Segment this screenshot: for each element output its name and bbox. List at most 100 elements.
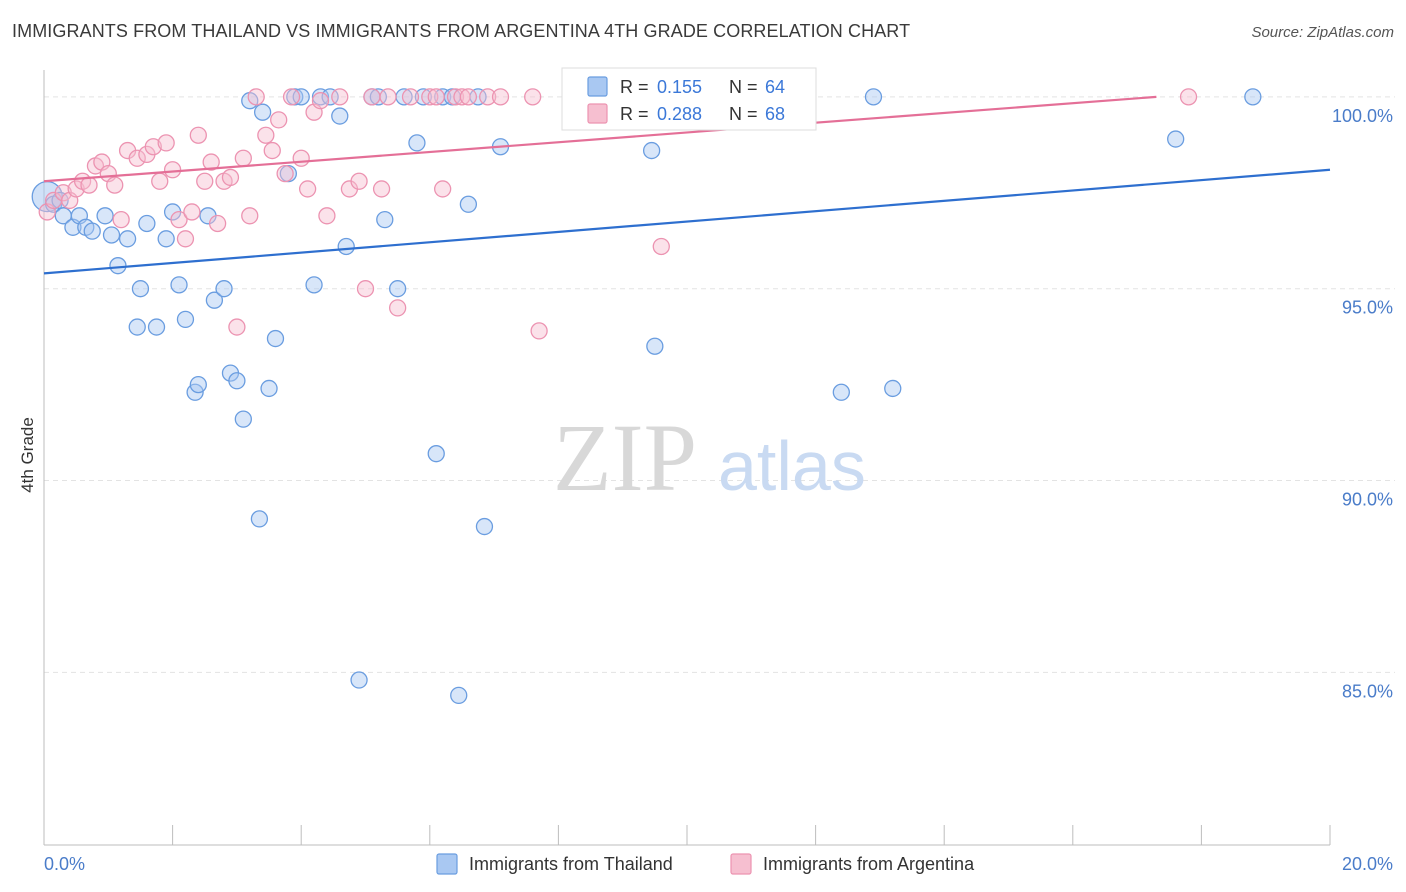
argentina-point — [228, 318, 246, 336]
thailand-point — [292, 88, 310, 106]
argentina-point — [221, 168, 240, 187]
stats-n-label-argentina: N = — [729, 104, 758, 124]
stats-r-value-argentina: 0.288 — [657, 104, 702, 124]
stats-r-label-argentina: R = — [620, 104, 649, 124]
grid-lines — [44, 96, 1395, 673]
thailand-point — [884, 379, 902, 398]
thailand-point — [414, 88, 433, 106]
argentina-point — [401, 88, 420, 106]
legend-label-thailand: Immigrants from Thailand — [469, 854, 673, 874]
argentina-point — [292, 149, 310, 167]
argentina-point — [282, 88, 301, 106]
thailand-point — [331, 107, 349, 125]
argentina-point — [183, 203, 201, 221]
x-tick-label-max: 20.0% — [1342, 854, 1393, 874]
thailand-point — [118, 230, 137, 248]
y-tick-label: 85.0% — [1342, 681, 1393, 701]
legend-swatch-thailand — [436, 853, 458, 875]
y-axis-label: 4th Grade — [18, 417, 37, 493]
series-legend: Immigrants from Thailand Immigrants from… — [436, 853, 975, 875]
thailand-point — [388, 280, 407, 298]
argentina-point — [270, 111, 288, 129]
argentina-point — [356, 280, 375, 298]
watermark: ZIP atlas — [553, 404, 866, 511]
argentina-point — [202, 153, 220, 171]
argentina-point — [311, 92, 330, 110]
thailand-point — [157, 230, 175, 248]
y-tick-label: 95.0% — [1342, 298, 1393, 318]
argentina-point — [170, 210, 188, 229]
thailand-point — [170, 276, 188, 294]
argentina-point — [80, 176, 98, 194]
thailand-point — [228, 372, 246, 390]
argentina-point — [318, 207, 336, 225]
argentina-point — [427, 88, 445, 106]
stats-n-value-thailand: 64 — [765, 77, 785, 97]
thailand-point — [864, 88, 883, 106]
y-tick-label: 100.0% — [1332, 106, 1393, 126]
argentina-point — [331, 88, 349, 106]
stats-n-value-argentina: 68 — [765, 104, 785, 124]
stats-swatch-argentina — [587, 103, 608, 124]
thailand-point — [321, 88, 339, 106]
thailand-point — [337, 237, 355, 256]
trend-lines — [43, 95, 1331, 275]
thailand-point — [250, 510, 269, 528]
argentina-point — [176, 230, 195, 248]
thailand-point — [450, 686, 468, 705]
thailand-point — [215, 280, 233, 298]
thailand-point — [642, 141, 661, 160]
thailand-point — [253, 103, 272, 121]
argentina-point — [234, 149, 252, 167]
argentina-point — [112, 210, 130, 229]
thailand-point — [109, 257, 127, 275]
watermark-zip: ZIP — [553, 404, 697, 511]
thailand-point — [266, 329, 285, 348]
argentina-point — [434, 180, 452, 198]
thailand-point — [832, 383, 850, 401]
argentina-point — [189, 126, 207, 144]
chart-title: IMMIGRANTS FROM THAILAND VS IMMIGRANTS F… — [12, 21, 911, 41]
y-tick-label: 90.0% — [1342, 490, 1393, 510]
thailand-point — [260, 379, 278, 398]
x-tick-label-min: 0.0% — [44, 854, 85, 874]
source-credit: Source: ZipAtlas.com — [1251, 24, 1394, 41]
thailand-point — [131, 280, 150, 298]
argentina-point — [388, 299, 407, 317]
thailand-point — [305, 276, 323, 294]
argentina-point — [257, 126, 275, 144]
thailand-point — [102, 226, 121, 244]
thailand-point — [1244, 88, 1262, 106]
argentina-point — [421, 88, 439, 106]
argentina-point — [372, 180, 391, 198]
argentina-point — [196, 172, 214, 190]
thailand-point — [459, 195, 478, 213]
thailand-point — [138, 214, 156, 233]
thailand-point — [434, 88, 452, 106]
argentina-point — [163, 161, 182, 179]
thailand-point — [96, 207, 114, 225]
stats-swatch-thailand — [587, 76, 608, 97]
thailand-point — [376, 210, 394, 229]
argentina-point — [106, 176, 124, 194]
argentina-point — [247, 88, 265, 106]
thailand-point — [311, 88, 330, 106]
stats-r-value-thailand: 0.155 — [657, 77, 702, 97]
argentina-point — [453, 88, 471, 106]
thailand-point — [408, 134, 426, 152]
legend-swatch-argentina — [730, 853, 752, 875]
stats-r-label-thailand: R = — [620, 77, 649, 97]
thailand-point — [83, 222, 101, 240]
thailand-point — [147, 318, 166, 336]
axes: 100.0% 95.0% 90.0% 85.0% 0.0% 20.0% — [43, 70, 1393, 874]
thailand-point — [646, 337, 664, 355]
thailand-point — [427, 445, 445, 463]
argentina-point — [479, 88, 497, 106]
argentina-point — [144, 138, 162, 156]
argentina-point — [459, 88, 478, 106]
argentina-point — [157, 134, 175, 152]
argentina-point — [208, 214, 227, 233]
argentina-point — [350, 172, 368, 190]
thailand-point — [189, 375, 207, 394]
